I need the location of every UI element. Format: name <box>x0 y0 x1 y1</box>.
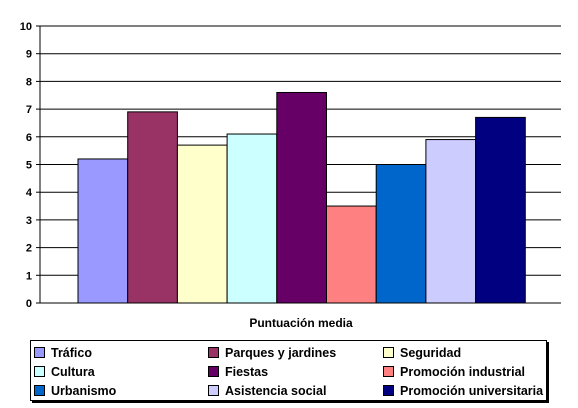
legend-swatch <box>208 366 219 377</box>
y-tick-label: 8 <box>26 76 32 88</box>
bar-promocion-universitaria <box>475 116 526 304</box>
legend-label: Asistencia social <box>225 383 327 398</box>
legend-label: Tráfico <box>51 345 92 360</box>
legend-swatch <box>383 366 394 377</box>
legend-swatch <box>383 385 394 396</box>
y-tick-label: 2 <box>26 243 32 255</box>
legend-swatch <box>208 385 219 396</box>
legend-item: Cultura <box>34 363 208 380</box>
bar-promocion-industrial <box>326 205 377 304</box>
y-tick-label: 0 <box>26 298 32 310</box>
legend-label: Urbanismo <box>51 383 117 398</box>
y-tick-label: 4 <box>26 187 33 199</box>
legend: Tráfico Parques y jardines Seguridad Cultur… <box>30 340 547 401</box>
y-tick-label: 1 <box>26 270 32 282</box>
legend-grid: Tráfico Parques y jardines Seguridad Cultur… <box>34 344 546 399</box>
bar-parques-y-jardines <box>127 111 178 304</box>
legend-label: Seguridad <box>400 345 462 360</box>
legend-label: Fiestas <box>225 364 269 379</box>
bar-urbanismo <box>375 164 427 304</box>
y-tick-label: 6 <box>26 132 32 144</box>
bar-asistencia-social <box>425 139 477 304</box>
legend-swatch <box>383 347 394 358</box>
legend-swatch <box>34 347 45 358</box>
y-tick-label: 3 <box>26 215 32 227</box>
y-tick-label: 5 <box>26 160 32 172</box>
legend-label: Promoción universitaria <box>400 383 544 398</box>
legend-item: Asistencia social <box>208 382 383 399</box>
bar-seguridad <box>176 144 228 304</box>
bar-cultura <box>226 133 278 304</box>
legend-swatch <box>34 385 45 396</box>
legend-label: Promoción industrial <box>400 364 526 379</box>
y-tick-label: 9 <box>26 49 32 61</box>
bar-chart: 0 1 2 3 4 5 6 7 8 9 10 Puntuación media <box>20 21 561 330</box>
legend-swatch <box>34 366 45 377</box>
legend-item: Parques y jardines <box>208 344 383 361</box>
legend-item: Fiestas <box>208 363 383 380</box>
y-tick-label: 7 <box>26 104 32 116</box>
legend-label: Cultura <box>51 364 95 379</box>
y-tick-label: 10 <box>20 21 32 33</box>
legend-item: Urbanismo <box>34 382 208 399</box>
bar-trafico <box>77 158 129 304</box>
bar-fiestas <box>276 91 327 304</box>
legend-label: Parques y jardines <box>225 345 337 360</box>
legend-swatch <box>208 347 219 358</box>
y-axis-ticks: 0 1 2 3 4 5 6 7 8 9 10 <box>20 21 40 310</box>
legend-item: Promoción universitaria <box>383 382 547 399</box>
legend-item: Tráfico <box>34 344 208 361</box>
legend-item: Promoción industrial <box>383 363 547 380</box>
legend-item: Seguridad <box>383 344 547 361</box>
x-category-label: Puntuación media <box>249 316 353 330</box>
bars <box>77 91 526 304</box>
